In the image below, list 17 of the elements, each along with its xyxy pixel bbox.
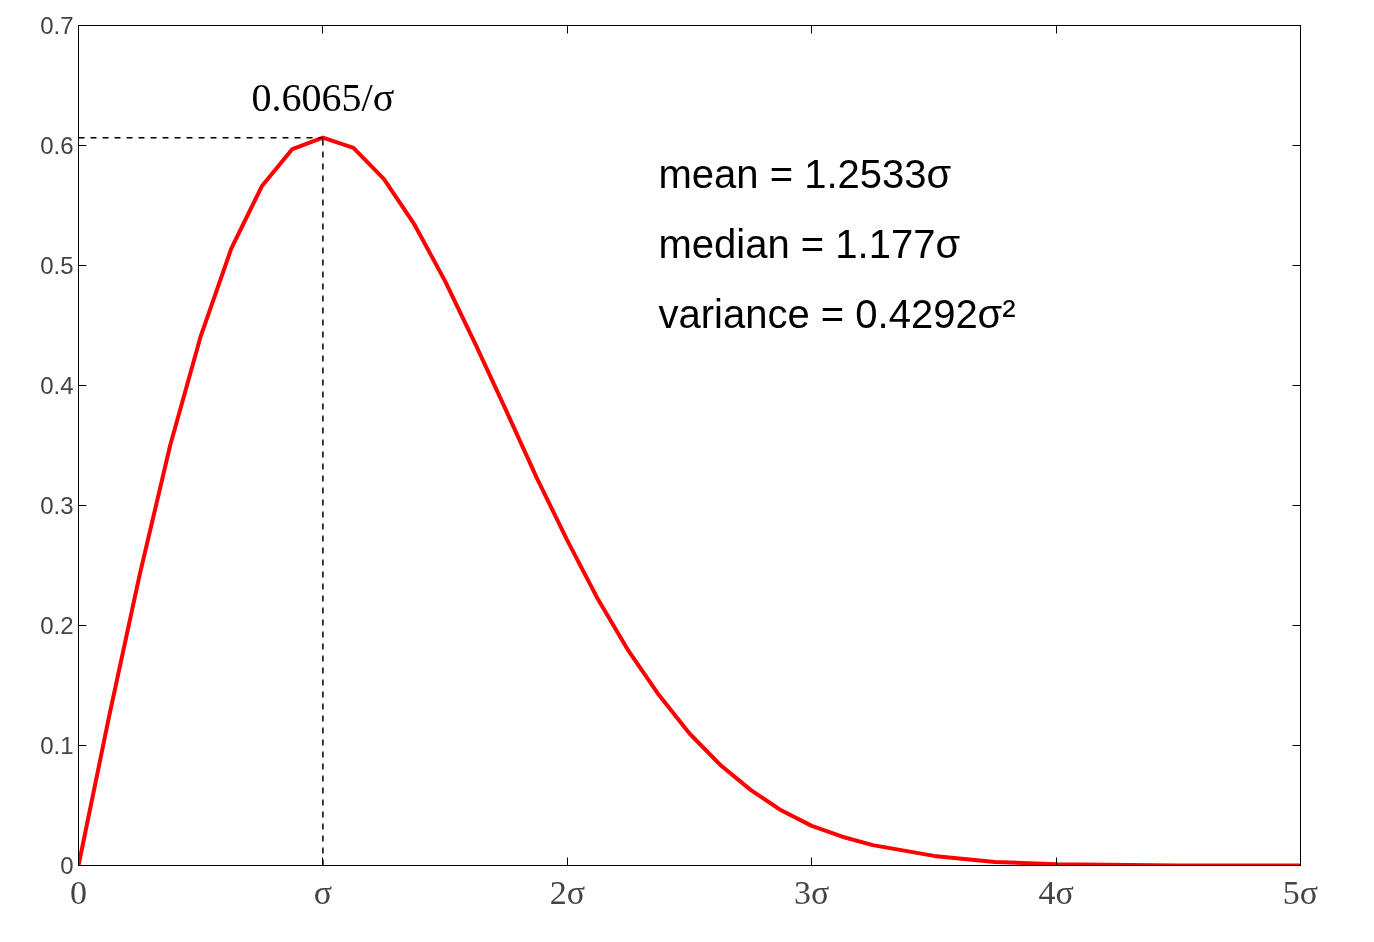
x-tick-label: σ <box>313 873 333 911</box>
y-tick-label: 0 <box>60 852 74 879</box>
annotation: median = 1.177σ <box>658 221 961 266</box>
y-tick-label: 0.1 <box>40 732 74 759</box>
x-tick-label: 3σ <box>794 873 830 911</box>
annotation: 0.6065/σ <box>251 74 395 120</box>
y-tick-label: 0.6 <box>40 132 74 159</box>
y-tick-label: 0.5 <box>40 252 74 279</box>
y-tick-label: 0.3 <box>40 492 74 519</box>
y-tick-label: 0.7 <box>40 12 74 39</box>
y-tick-label: 0.2 <box>40 612 74 639</box>
x-tick-label: 5σ <box>1282 873 1319 911</box>
x-tick-label: 2σ <box>549 873 585 911</box>
x-tick-label: 4σ <box>1038 873 1074 911</box>
annotation: mean = 1.2533σ <box>658 151 952 196</box>
y-tick-label: 0.4 <box>40 372 74 399</box>
annotation: variance = 0.4292σ² <box>658 291 1016 336</box>
